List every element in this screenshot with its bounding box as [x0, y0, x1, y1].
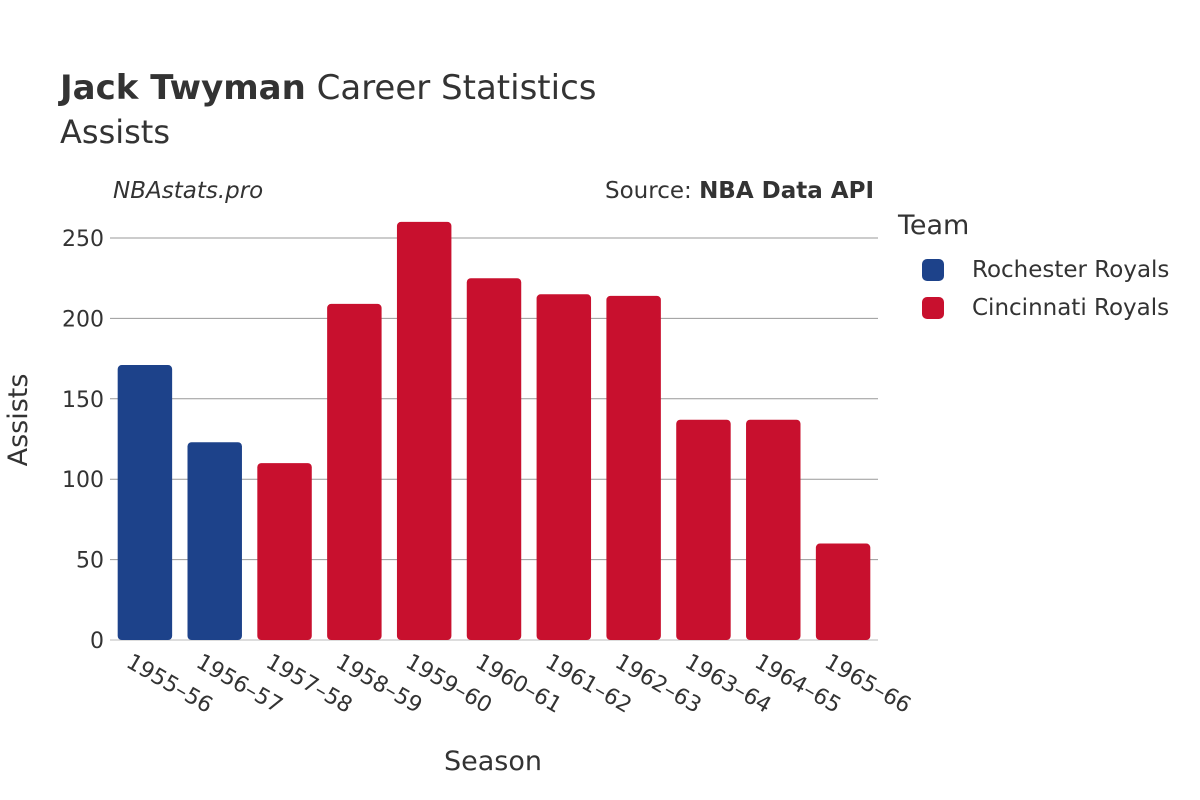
legend-label-cincinnati: Cincinnati Royals — [972, 295, 1170, 321]
bar-1965–66[interactable] — [815, 543, 871, 640]
legend-item-cincinnati[interactable]: Cincinnati Royals — [898, 289, 1169, 327]
y-tick-label: 50 — [76, 549, 104, 574]
x-tick-labels: 1955–561956–571957–581958–591959–601960–… — [122, 650, 915, 719]
bar-1957–58[interactable] — [257, 463, 312, 640]
y-tick-label: 150 — [62, 388, 104, 413]
player-name: Jack Twyman — [60, 68, 306, 108]
bars — [117, 221, 871, 641]
chart-title: Jack Twyman Career Statistics — [60, 68, 596, 108]
y-axis-label: Assists — [3, 374, 34, 467]
y-tick-labels: 0 50 100 150 200 250 — [62, 227, 104, 654]
bar-1955–56[interactable] — [117, 365, 173, 640]
y-tick-label: 200 — [62, 307, 104, 332]
bar-1956–57[interactable] — [187, 442, 242, 640]
source-label: Source: — [605, 178, 700, 204]
legend-swatch-cincinnati — [922, 297, 944, 319]
bar-1964–65[interactable] — [746, 419, 801, 640]
bar-1959–60[interactable] — [396, 221, 452, 641]
legend-item-rochester[interactable]: Rochester Royals — [898, 251, 1169, 289]
bar-1963–64[interactable] — [676, 419, 731, 640]
bar-1960–61[interactable] — [466, 278, 522, 640]
bar-1961–62[interactable] — [536, 294, 592, 640]
legend: Team Rochester Royals Cincinnati Royals — [898, 210, 1169, 327]
y-tick-label: 0 — [90, 629, 104, 654]
y-tick-label: 250 — [62, 227, 104, 252]
chart-subtitle: Assists — [60, 113, 171, 151]
legend-label-rochester: Rochester Royals — [972, 257, 1170, 283]
bar-1962–63[interactable] — [606, 295, 661, 640]
watermark: NBAstats.pro — [113, 178, 264, 204]
legend-swatch-rochester — [922, 259, 944, 281]
source-credit: Source: NBA Data API — [605, 178, 874, 204]
bar-1958–59[interactable] — [327, 303, 382, 640]
legend-title: Team — [898, 210, 970, 241]
y-tick-label: 100 — [62, 468, 104, 493]
source-value: NBA Data API — [699, 178, 874, 204]
x-axis-label: Season — [444, 746, 542, 777]
title-rest: Career Statistics — [305, 68, 597, 108]
